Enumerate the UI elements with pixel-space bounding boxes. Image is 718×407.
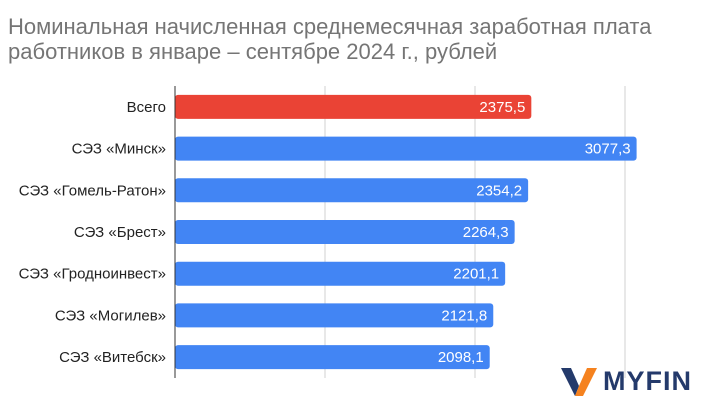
bar [175, 345, 490, 370]
category-label: СЭЗ «Витебск» [59, 349, 166, 366]
bar [175, 94, 532, 119]
data-label: 2354,2 [476, 182, 522, 199]
category-label: Всего [127, 99, 166, 116]
category-label: СЭЗ «Гродноинвест» [19, 266, 166, 283]
bar [175, 261, 506, 286]
myfin-v-logo-icon [561, 368, 597, 396]
bar [175, 178, 529, 203]
chart-title-line-1: Номинальная начисленная среднемесячная з… [8, 14, 652, 39]
chart-title: Номинальная начисленная среднемесячная з… [8, 14, 713, 64]
data-label: 2264,3 [463, 224, 509, 241]
category-label: СЭЗ «Брест» [74, 224, 166, 241]
category-label: СЭЗ «Минск» [72, 141, 166, 158]
myfin-logo-text: MYFIN [603, 365, 692, 396]
category-label: СЭЗ «Гомель-Ратон» [19, 182, 166, 199]
bar [175, 220, 515, 244]
category-label: СЭЗ «Могилев» [55, 307, 166, 324]
data-label: 3077,3 [585, 141, 631, 158]
data-label: 2375,5 [479, 99, 525, 116]
bar [175, 136, 637, 161]
bar [175, 303, 494, 328]
myfin-logo: MYFIN [561, 362, 711, 400]
chart-title-line-2: работников в январе – сентябре 2024 г., … [8, 39, 498, 64]
data-label: 2121,8 [441, 307, 487, 324]
data-label: 2098,1 [438, 349, 484, 366]
data-label: 2201,1 [453, 266, 499, 283]
